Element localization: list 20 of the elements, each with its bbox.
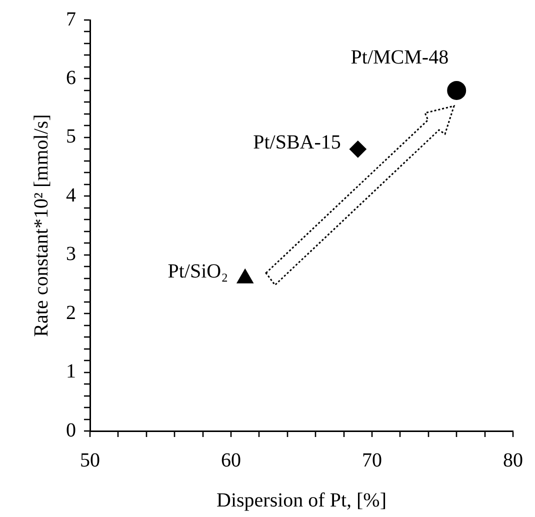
point [236, 268, 254, 284]
y-tick-label: 4 [66, 184, 76, 206]
series-label: Pt/SiO₂ [168, 260, 228, 283]
y-tick-label: 6 [66, 66, 76, 89]
y-tick-label: 0 [66, 419, 76, 442]
x-tick-label: 70 [362, 449, 382, 472]
series-label: Pt/SBA-15 [253, 131, 341, 154]
y-tick-label: 1 [66, 360, 76, 383]
x-tick-label: 60 [221, 449, 241, 472]
y-tick-label: 2 [66, 302, 76, 324]
x-tick-label: 80 [503, 449, 523, 472]
point [447, 80, 466, 100]
y-axis-title: Rate constant*10² [mmol/s] [30, 114, 52, 337]
x-tick-label: 50 [80, 449, 100, 472]
y-tick-label: 5 [66, 126, 76, 148]
y-tick-label: 3 [66, 243, 76, 266]
x-axis-title: Dispersion of Pt, [%] [216, 489, 386, 512]
y-tick-label: 7 [66, 8, 76, 30]
series-label: Pt/MCM-48 [350, 46, 449, 69]
point [349, 140, 366, 158]
